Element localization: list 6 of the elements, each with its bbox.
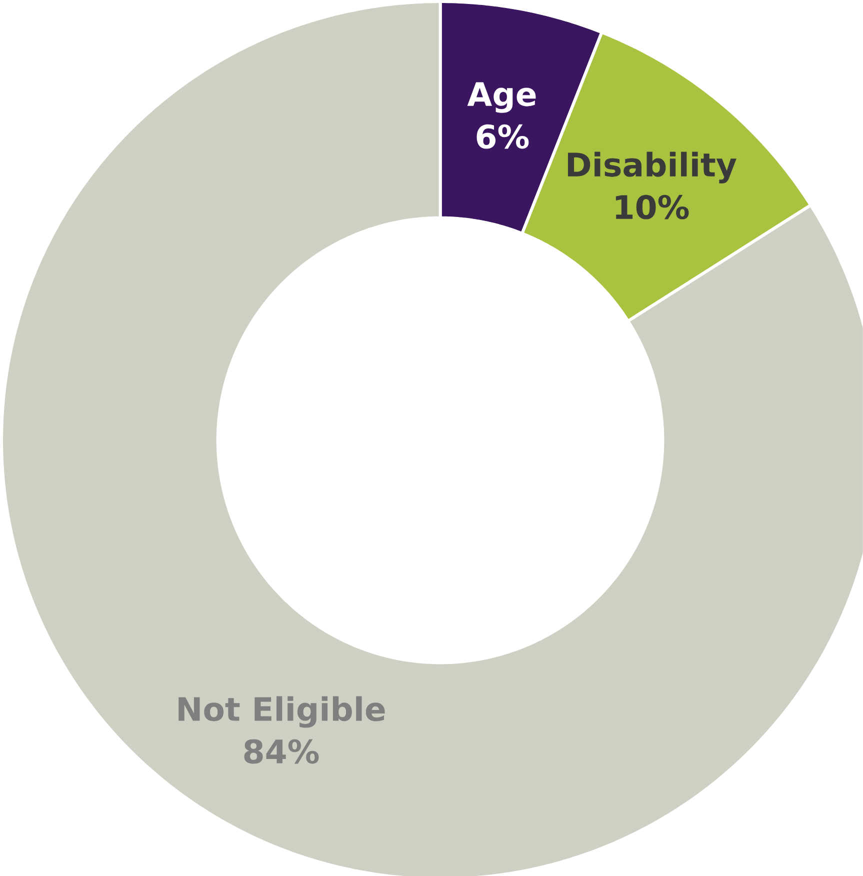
data-label: 10% xyxy=(616,194,689,220)
data-label: 84% xyxy=(244,739,319,764)
slice-label: Not Eligible xyxy=(178,696,385,728)
data-label: 6% xyxy=(476,124,529,149)
slice-label: Age xyxy=(467,82,536,113)
slice-label: Disability xyxy=(568,152,736,184)
